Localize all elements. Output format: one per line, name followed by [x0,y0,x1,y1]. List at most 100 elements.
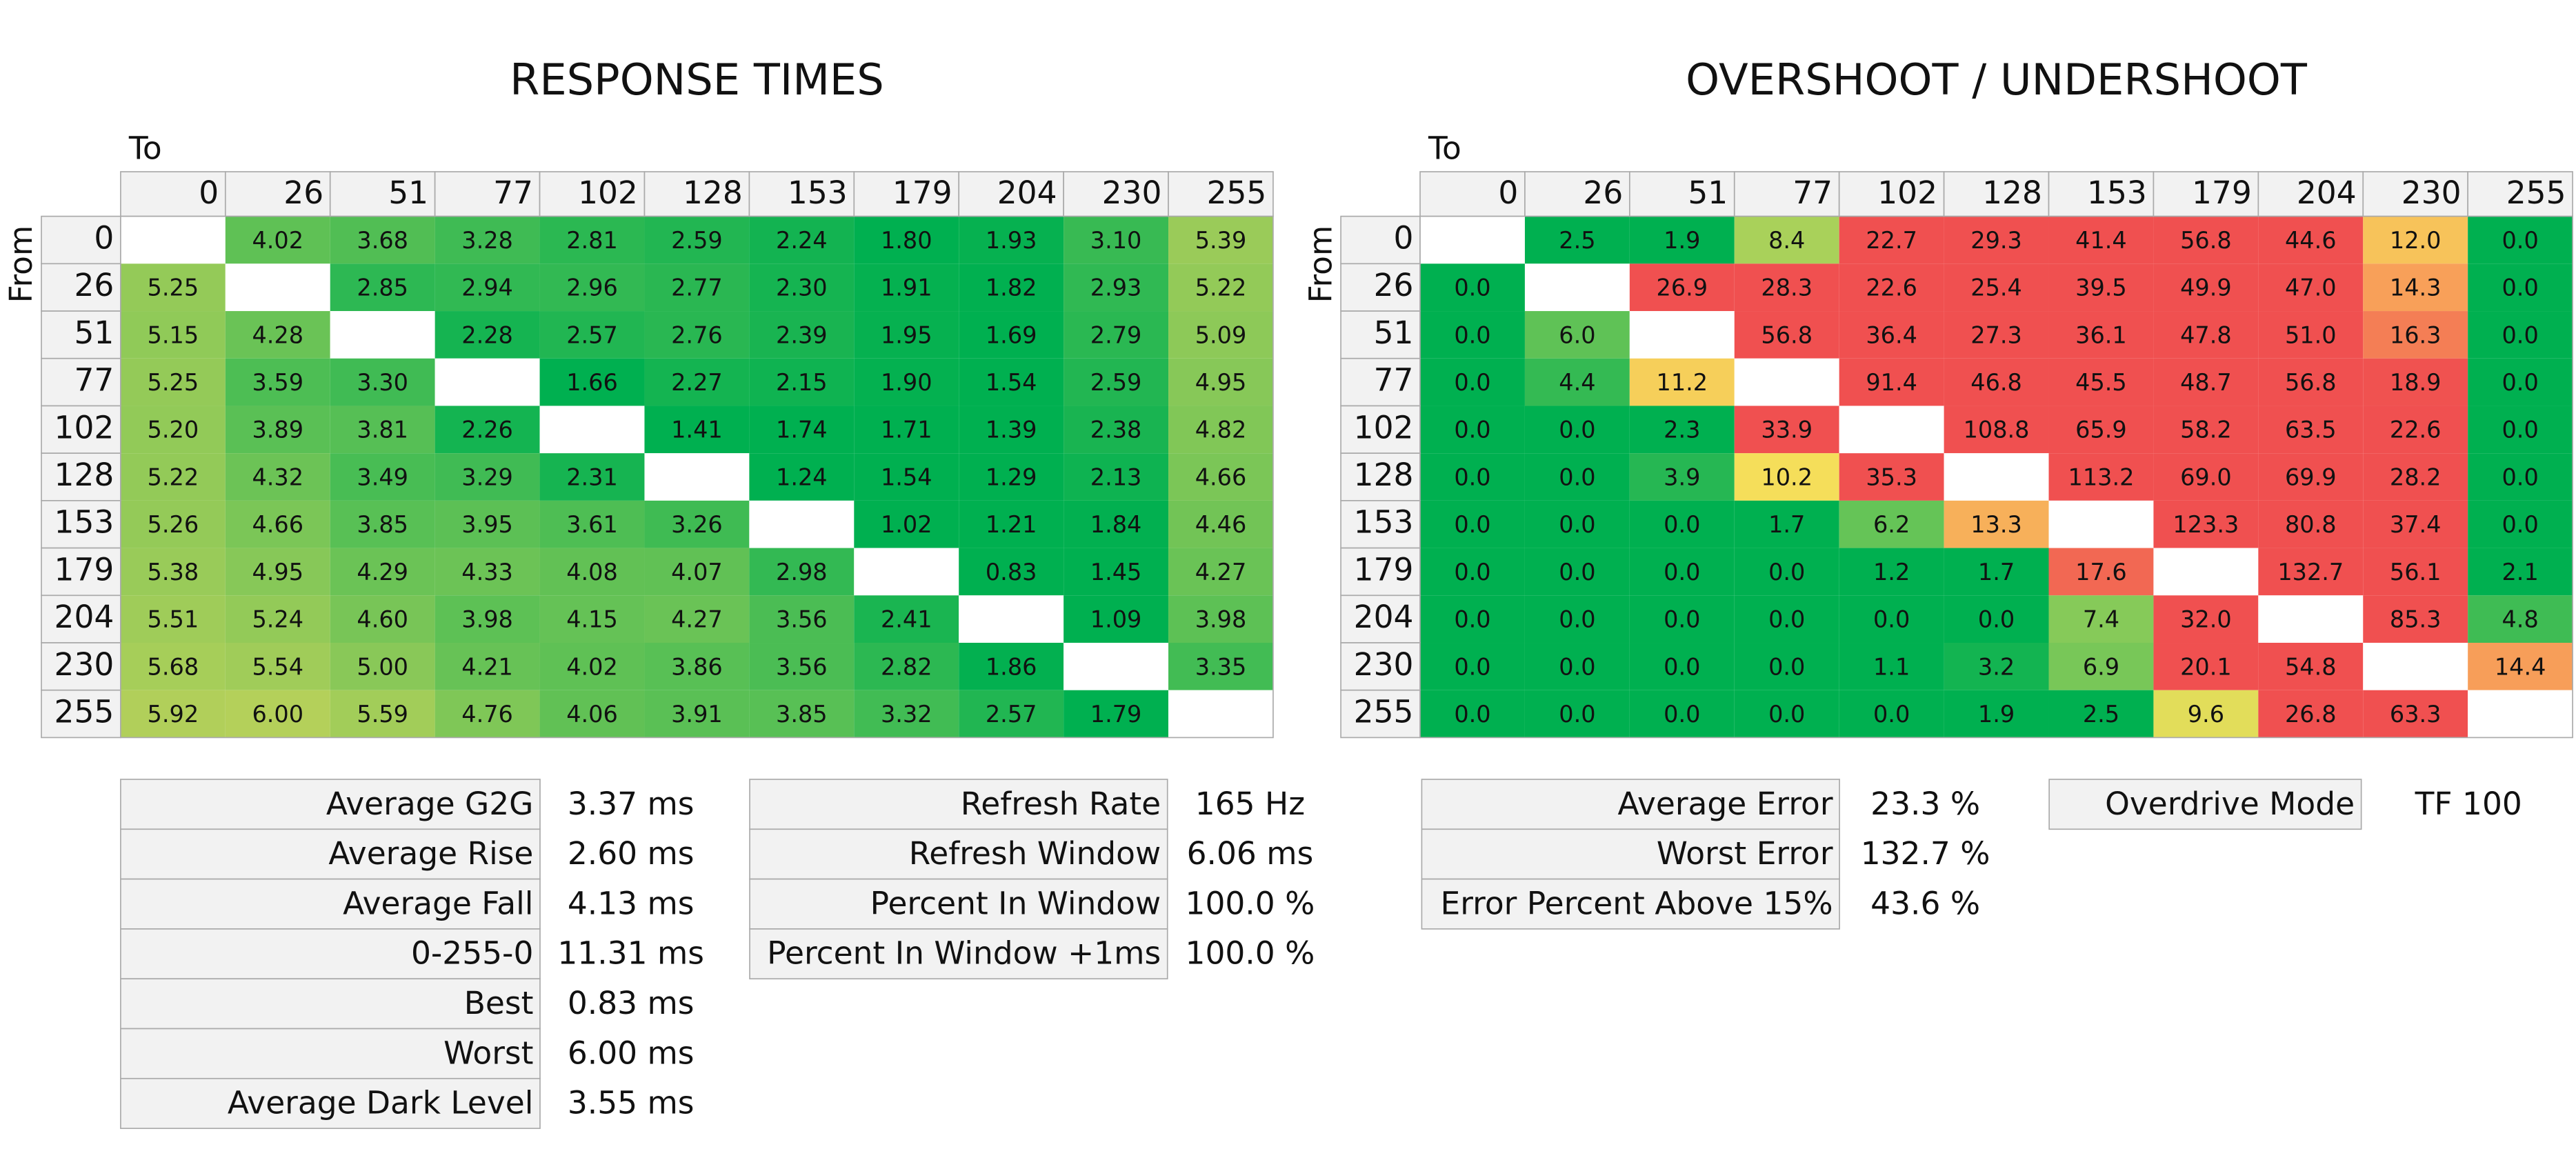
cell [330,358,435,406]
column-header-label: 0 [1498,174,1518,211]
stat-label: Refresh Window [909,835,1161,872]
cell [644,263,750,312]
cell-value: 3.91 [671,701,723,728]
stat-label-cell [749,779,1168,830]
stat-value: 3.37 ms [568,786,695,822]
cell [1064,548,1169,596]
cell [330,216,435,264]
cell [435,406,540,454]
cell [2468,311,2573,359]
cell-value: 65.9 [2075,417,2127,443]
cell-value: 3.98 [1195,606,1247,633]
cell [1839,263,1944,312]
cell-value: 0.0 [1559,463,1595,490]
cell-value: 3.10 [1090,227,1142,254]
cell [1524,643,1630,690]
cell-value: 5.26 [148,511,199,538]
cell [120,548,226,596]
cell [225,216,330,264]
cell-value: 4.46 [1195,511,1247,538]
cell [1168,548,1273,596]
cell-value: 1.7 [1768,511,1805,538]
cell-value: 10.2 [1761,463,1813,490]
cell [330,263,435,312]
cell-value: 1.71 [881,417,932,443]
cell-value: 132.7 [2277,559,2344,586]
cell [2048,500,2154,548]
cell [539,690,645,738]
cell [1420,311,1525,359]
cell-value: 2.77 [671,274,723,301]
cell-value: 63.5 [2285,417,2337,443]
cell [435,311,540,359]
cell-value: 3.89 [252,417,303,443]
cell [1839,643,1944,690]
cell [1168,406,1273,454]
cell [120,500,226,548]
cell [1420,406,1525,454]
cell [1524,406,1630,454]
cell-value: 2.28 [461,321,513,348]
cell [225,595,330,643]
row-header-label: 179 [1354,551,1414,588]
stat-label-cell [749,828,1168,880]
cell-value: 0.0 [1454,606,1490,633]
cell [854,263,959,312]
cell-value: 1.54 [881,463,932,490]
cell-value: 113.2 [2068,463,2135,490]
cell [539,643,645,690]
stat-value: TF 100 [2415,786,2522,822]
cell [1734,595,1839,643]
cell [2468,406,2573,454]
stat-label-cell [120,878,541,930]
row-header [1340,452,1421,501]
cell [225,453,330,501]
cell [2363,643,2468,690]
cell-value: 12.0 [2390,227,2442,254]
cell-value: 3.29 [461,463,513,490]
column-header [2362,171,2469,217]
cell-value: 3.9 [1664,463,1700,490]
cell-value: 4.27 [671,606,723,633]
cell [1524,595,1630,643]
grid-border [120,215,1274,739]
cell [120,311,226,359]
column-header [643,171,750,217]
cell-value: 0.0 [1664,606,1700,633]
stat-value: 2.60 ms [568,835,695,872]
cell [2363,216,2468,264]
cell [644,216,750,264]
row-header [41,547,121,597]
cell-value: 63.3 [2390,701,2442,728]
cell [2468,548,2573,596]
stat-label-cell [1421,878,1840,930]
cell-value: 1.2 [1873,559,1910,586]
cell-value: 0.0 [1454,463,1490,490]
cell [1420,358,1525,406]
cell [959,595,1064,643]
cell-value: 27.3 [1970,321,2022,348]
cell [330,311,435,359]
row-header-label: 0 [94,219,114,256]
cell-value: 28.3 [1761,274,1813,301]
cell [1734,406,1839,454]
cell-value: 1.45 [1090,559,1142,586]
cell [2153,406,2259,454]
cell-value: 0.0 [1559,701,1595,728]
cell-value: 51.0 [2285,321,2337,348]
row-header-label: 153 [54,504,114,541]
cell-value: 9.6 [2188,701,2224,728]
cell-value: 6.9 [2083,653,2119,680]
from-label: From [1302,226,1339,303]
cell [2048,406,2154,454]
cell [2258,643,2364,690]
cell [539,263,645,312]
cell [225,263,330,312]
cell [225,406,330,454]
cell [854,595,959,643]
cell [2153,358,2259,406]
cell-value: 1.41 [671,417,723,443]
cell [539,453,645,501]
stat-value: 43.6 % [1870,885,1980,921]
